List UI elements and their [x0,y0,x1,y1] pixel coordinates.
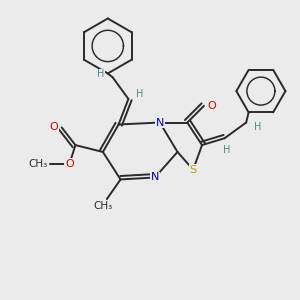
Text: N: N [156,118,164,128]
Text: CH₃: CH₃ [93,201,112,211]
Text: O: O [208,101,216,111]
Text: S: S [190,165,197,175]
Text: CH₃: CH₃ [29,159,48,169]
Text: N: N [151,172,159,182]
Text: O: O [50,122,58,132]
Text: H: H [223,145,230,155]
Text: H: H [97,69,105,80]
Text: H: H [136,89,144,99]
Text: H: H [254,122,262,132]
Text: O: O [65,159,74,169]
